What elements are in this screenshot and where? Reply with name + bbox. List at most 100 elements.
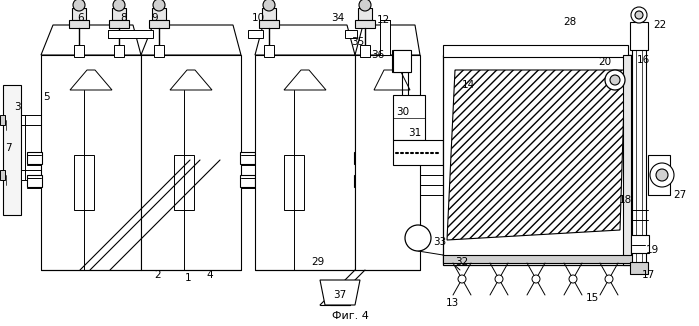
Circle shape [263,0,275,11]
Circle shape [532,275,540,283]
Bar [149,20,169,28]
Bar [255,55,355,270]
Bar [141,55,241,270]
Bar [354,152,369,164]
Bar [108,30,153,38]
Polygon shape [447,70,625,240]
Bar [69,20,89,28]
Text: 5: 5 [43,92,50,102]
Text: 13: 13 [445,298,459,308]
Bar [443,55,638,265]
Text: 1: 1 [185,273,192,283]
Text: 37: 37 [333,290,347,300]
Bar [240,175,255,187]
Text: 6: 6 [78,13,85,23]
Bar [27,152,42,164]
Bar [72,8,86,20]
Bar [443,45,628,57]
Bar [240,152,255,164]
Polygon shape [320,280,360,305]
Bar [632,48,646,268]
Polygon shape [170,70,212,90]
Bar [41,55,141,270]
Polygon shape [255,25,355,55]
Text: 36: 36 [371,50,384,60]
Polygon shape [41,25,141,55]
Circle shape [113,0,125,11]
Bar [630,22,648,50]
Text: 34: 34 [331,13,345,23]
Bar [345,30,357,38]
Circle shape [635,11,643,19]
Bar [393,50,411,72]
Text: 27: 27 [673,190,686,200]
Text: 12: 12 [376,15,389,25]
Text: 28: 28 [563,17,577,27]
Circle shape [405,225,431,251]
Text: 35: 35 [352,37,365,47]
Bar [112,8,126,20]
Text: 29: 29 [311,257,324,267]
Bar [630,262,648,274]
Bar [648,155,670,195]
Text: 4: 4 [207,270,213,280]
Bar [174,155,194,210]
Text: 32: 32 [455,257,468,267]
Bar [623,55,631,265]
Text: 14: 14 [461,80,475,90]
Bar [262,8,276,20]
Bar [360,45,370,57]
Bar [355,20,375,28]
Bar [392,50,410,72]
Bar [0,115,5,125]
Circle shape [631,7,647,23]
Circle shape [359,0,371,11]
Bar [3,85,21,215]
Text: 22: 22 [654,20,667,30]
Circle shape [458,275,466,283]
Text: 9: 9 [152,13,158,23]
Bar [114,45,124,57]
Circle shape [495,275,503,283]
Bar [264,45,274,57]
Text: 20: 20 [598,57,612,67]
Polygon shape [355,25,420,55]
Bar [355,55,420,270]
Bar [108,30,153,38]
Bar [152,8,166,20]
Text: 17: 17 [642,270,655,280]
Polygon shape [374,70,410,90]
Text: 19: 19 [645,245,658,255]
Bar [27,175,42,187]
Bar [284,155,304,210]
Circle shape [656,169,668,181]
Bar [259,20,279,28]
Circle shape [73,0,85,11]
Text: 18: 18 [619,195,632,205]
Circle shape [569,275,577,283]
Bar [248,30,263,38]
Text: 2: 2 [154,270,161,280]
Circle shape [650,163,674,187]
Bar [21,170,41,180]
Text: 8: 8 [121,13,127,23]
Text: Фиг. 4: Фиг. 4 [331,311,368,321]
Bar [393,95,425,140]
Bar [631,235,649,253]
Text: 33: 33 [433,237,447,247]
Circle shape [605,70,625,90]
Circle shape [605,275,613,283]
Text: 7: 7 [5,143,11,153]
Bar [74,45,84,57]
Text: 10: 10 [252,13,264,23]
Text: 15: 15 [585,293,598,303]
Bar [358,8,372,20]
Text: 30: 30 [396,107,410,117]
Polygon shape [70,70,112,90]
Text: 31: 31 [408,128,421,138]
Bar [443,255,633,263]
Polygon shape [141,25,241,55]
Polygon shape [284,70,326,90]
Circle shape [153,0,165,11]
Bar [154,45,164,57]
